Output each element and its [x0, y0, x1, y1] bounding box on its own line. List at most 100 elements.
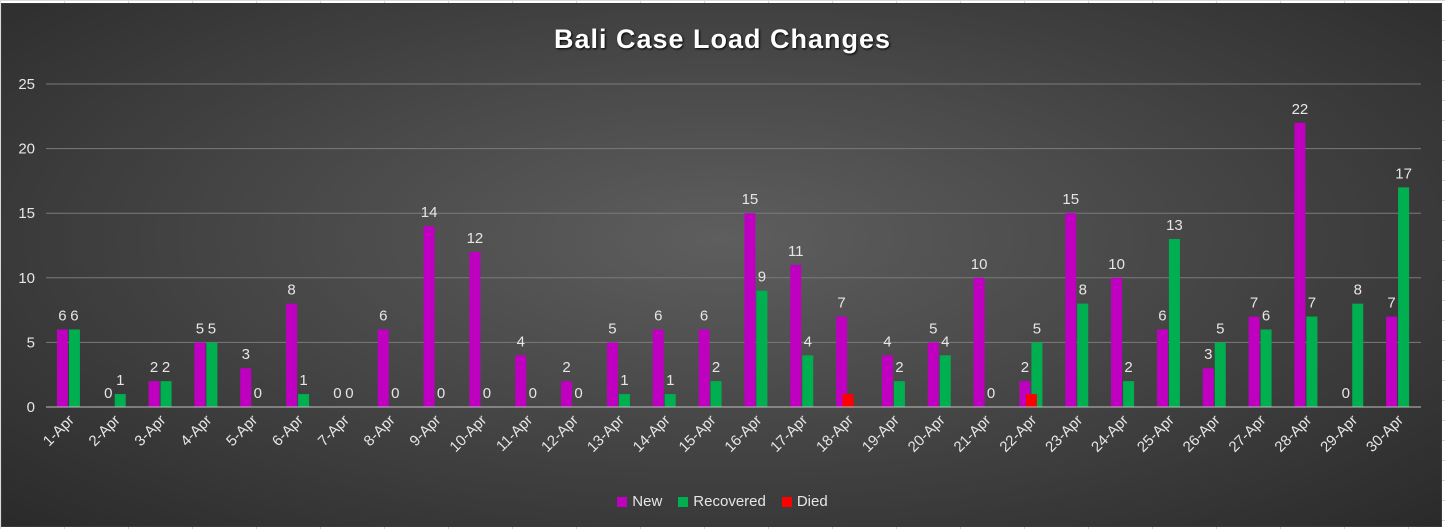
y-tick-label: 5 [27, 334, 35, 351]
data-label: 10 [971, 256, 988, 273]
x-tick-label: 7-Apr [315, 412, 353, 450]
legend-swatch [678, 496, 689, 507]
chart-legend: New Recovered Died [2, 493, 1443, 510]
x-tick-label: 23-Apr [1042, 412, 1086, 456]
bar-recovered [1031, 342, 1043, 407]
data-label: 0 [104, 385, 112, 402]
bar-recovered [1214, 342, 1226, 407]
data-label: 4 [804, 333, 812, 350]
data-label: 6 [379, 307, 387, 324]
bar-recovered [1260, 329, 1272, 407]
data-label: 3 [242, 346, 250, 363]
data-label: 1 [620, 372, 628, 389]
bar-new [469, 251, 481, 407]
data-label: 0 [345, 385, 353, 402]
data-label: 7 [837, 295, 845, 312]
data-label: 4 [883, 333, 891, 350]
bar-new [286, 303, 298, 407]
x-tick-label: 24-Apr [1088, 412, 1132, 456]
x-tick-label: 25-Apr [1134, 412, 1178, 456]
bar-new [1156, 329, 1168, 407]
data-label: 0 [437, 385, 445, 402]
legend-swatch [617, 496, 628, 507]
data-label: 0 [574, 385, 582, 402]
bar-new [652, 329, 664, 407]
bar-recovered [939, 355, 951, 407]
data-label: 0 [987, 385, 995, 402]
data-label: 17 [1395, 165, 1412, 182]
data-label: 0 [391, 385, 399, 402]
bar-new [790, 264, 802, 407]
bar-recovered [1352, 303, 1364, 407]
data-label: 0 [529, 385, 537, 402]
data-label: 5 [1216, 320, 1224, 337]
bar-recovered [893, 381, 905, 407]
bar-new [927, 342, 939, 407]
bar-new [836, 316, 848, 407]
data-label: 14 [421, 204, 438, 221]
data-label: 6 [70, 307, 78, 324]
data-label: 5 [196, 320, 204, 337]
chart-title: Bali Case Load Changes [553, 24, 892, 54]
x-tick-label: 19-Apr [859, 412, 903, 456]
bar-new [973, 277, 985, 407]
x-tick-label: 27-Apr [1226, 412, 1270, 456]
data-label: 0 [333, 385, 341, 402]
bar-new [56, 329, 68, 407]
data-label: 3 [1204, 346, 1212, 363]
data-label: 6 [700, 307, 708, 324]
x-tick-label: 12-Apr [538, 412, 582, 456]
bar-new [606, 342, 618, 407]
legend-label: New [632, 493, 663, 510]
x-tick-label: 11-Apr [493, 412, 536, 455]
data-label: 1 [666, 372, 674, 389]
bar-recovered [710, 381, 722, 407]
data-label: 2 [1021, 359, 1029, 376]
x-tick-label: 13-Apr [584, 412, 628, 456]
legend-label: Recovered [693, 493, 766, 510]
legend-item: Died [781, 493, 828, 510]
data-label: 1 [299, 372, 307, 389]
x-tick-label: 15-Apr [676, 412, 720, 456]
y-tick-label: 15 [18, 205, 35, 222]
data-label: 0 [483, 385, 491, 402]
data-label: 1 [116, 372, 124, 389]
bar-new [1248, 316, 1260, 407]
chart-area[interactable]: Bali Case Load Changes 0 5 10 15 20 25 6 6 1-Apr… [1, 3, 1442, 527]
y-tick-label: 0 [27, 399, 35, 416]
bar-recovered [1077, 303, 1089, 407]
data-label: 2 [562, 359, 570, 376]
bar-recovered [1306, 316, 1318, 407]
data-label: 4 [517, 333, 525, 350]
bar-new [423, 226, 435, 407]
data-label: 6 [1158, 307, 1166, 324]
data-label: 15 [742, 191, 759, 208]
data-label: 0 [1342, 385, 1350, 402]
y-tick-label: 25 [18, 76, 35, 93]
data-label: 5 [608, 320, 616, 337]
x-tick-label: 14-Apr [630, 412, 674, 456]
legend-item: New [617, 493, 662, 510]
data-label: 7 [1250, 295, 1258, 312]
x-tick-label: 17-Apr [767, 412, 811, 456]
bar-recovered [618, 394, 630, 407]
data-label: 2 [150, 359, 158, 376]
x-tick-label: 28-Apr [1271, 412, 1315, 456]
x-tick-label: 4-Apr [177, 412, 215, 450]
bar-recovered [68, 329, 80, 407]
bar-died [1025, 394, 1037, 407]
data-label: 7 [1308, 295, 1316, 312]
x-tick-label: 3-Apr [131, 412, 169, 450]
data-label: 13 [1166, 217, 1183, 234]
legend-label: Died [796, 493, 828, 510]
x-tick-label: 5-Apr [223, 412, 261, 450]
x-tick-label: 2-Apr [86, 412, 124, 450]
data-label: 2 [1124, 359, 1132, 376]
x-tick-label: 26-Apr [1180, 412, 1224, 456]
data-label: 15 [1062, 191, 1079, 208]
bar-new [1294, 122, 1306, 407]
legend-swatch [781, 496, 792, 507]
data-label: 5 [1033, 320, 1041, 337]
bar-new [698, 329, 710, 407]
